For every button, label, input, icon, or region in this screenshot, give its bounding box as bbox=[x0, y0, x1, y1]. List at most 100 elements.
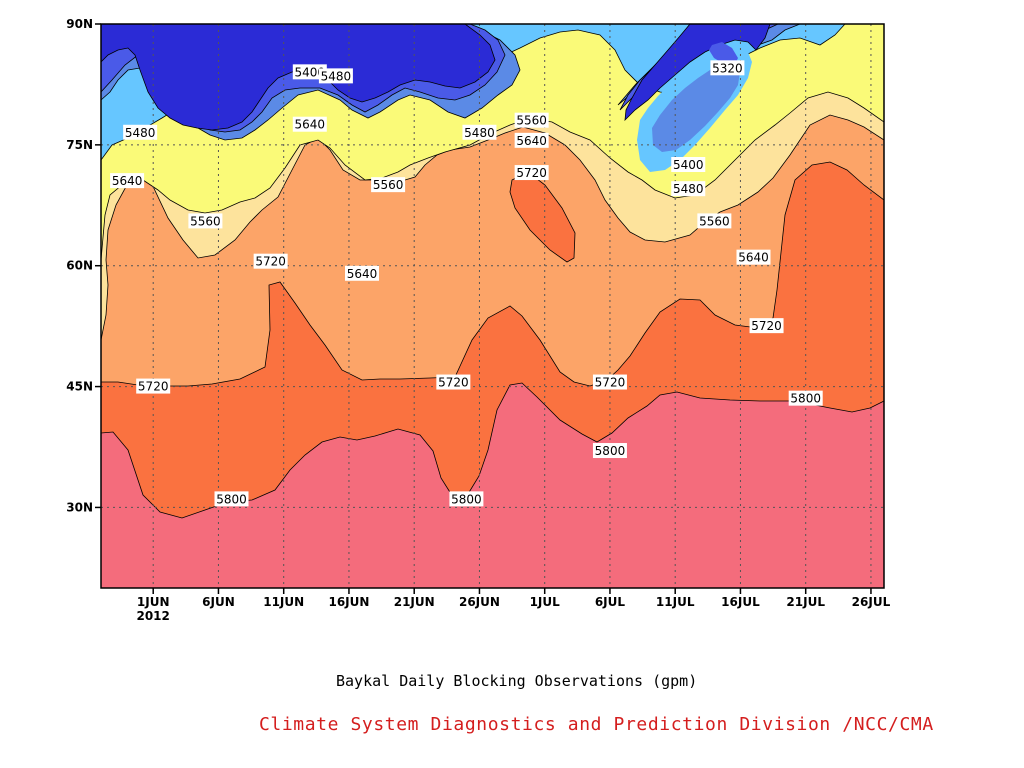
credit-line: Climate System Diagnostics and Predictio… bbox=[259, 714, 934, 735]
contour-label-bg bbox=[749, 318, 784, 334]
contour-label: 5480 bbox=[462, 124, 497, 140]
contour-label-value: 5560 bbox=[373, 178, 404, 192]
contour-label-value: 5640 bbox=[112, 174, 143, 188]
contour-label: 5560 bbox=[188, 213, 223, 229]
contour-label: 5640 bbox=[292, 116, 327, 132]
contour-label: 5720 bbox=[253, 253, 288, 269]
x-tick-label: 6JUL bbox=[595, 595, 626, 609]
contour-label: 5320 bbox=[710, 60, 745, 76]
contour-label: 5800 bbox=[592, 443, 627, 459]
contour-label-value: 5720 bbox=[595, 376, 626, 390]
contour-label-bg bbox=[449, 491, 484, 507]
contour-label-value: 5480 bbox=[321, 69, 352, 83]
x-tick-label: 21JUL bbox=[786, 595, 825, 609]
contour-label-bg bbox=[136, 378, 171, 394]
x-tick-label: 1JUN bbox=[137, 595, 170, 609]
contour-label-value: 5640 bbox=[295, 118, 326, 132]
contour-label: 5800 bbox=[214, 491, 249, 507]
x-tick-label: 11JUN bbox=[263, 595, 304, 609]
y-tick-label: 45N bbox=[66, 380, 93, 394]
contour-label-bg bbox=[514, 165, 549, 181]
contour-label-value: 5560 bbox=[190, 214, 221, 228]
contour-label-bg bbox=[371, 177, 406, 193]
contour-label-bg bbox=[514, 132, 549, 148]
contour-label-value: 5560 bbox=[516, 114, 547, 128]
contour-label: 5720 bbox=[592, 374, 627, 390]
contour-label-value: 5640 bbox=[516, 134, 547, 148]
contour-label: 5720 bbox=[136, 378, 171, 394]
x-tick-label: 11JUL bbox=[656, 595, 695, 609]
x-tick-label: 21JUN bbox=[394, 595, 435, 609]
contour-label-value: 5720 bbox=[516, 166, 547, 180]
contour-label: 5640 bbox=[736, 249, 771, 265]
contour-label-bg bbox=[110, 173, 145, 189]
contour-label: 5800 bbox=[449, 491, 484, 507]
contour-label: 5560 bbox=[697, 213, 732, 229]
contour-label: 5560 bbox=[514, 112, 549, 128]
contour-label-bg bbox=[345, 265, 379, 281]
y-tick-label: 90N bbox=[66, 17, 93, 31]
y-axis: 30N 45N 60N 75N 90N bbox=[66, 17, 101, 514]
contour-label-bg bbox=[697, 213, 732, 229]
x-tick-label: 16JUL bbox=[721, 595, 760, 609]
contour-label: 5400 bbox=[671, 157, 706, 172]
contour-label-bg bbox=[462, 124, 497, 140]
contour-label: 5640 bbox=[345, 265, 379, 281]
contour-label: 5560 bbox=[371, 177, 406, 193]
fill-5320-5400-core bbox=[652, 66, 740, 152]
contour-label-value: 5800 bbox=[451, 492, 482, 506]
x-tick-label: 1JUL bbox=[530, 595, 561, 609]
contour-label: 5720 bbox=[514, 165, 549, 181]
chart-caption: Baykal Daily Blocking Observations (gpm) bbox=[336, 672, 698, 690]
contour-label-value: 5480 bbox=[464, 126, 495, 140]
contour-label-value: 5400 bbox=[295, 65, 326, 79]
x-tick-label: 26JUL bbox=[852, 595, 891, 609]
contour-label-bg bbox=[788, 390, 823, 406]
contour-label-value: 5720 bbox=[255, 255, 286, 269]
contour-label-value: 5560 bbox=[699, 214, 730, 228]
contour-label-value: 5640 bbox=[738, 251, 769, 265]
contour-label: 5480 bbox=[318, 68, 353, 84]
contour-label-value: 5720 bbox=[751, 319, 782, 333]
contour-label-value: 5400 bbox=[673, 158, 704, 172]
contour-label: 5400 bbox=[292, 64, 327, 80]
contour-label-value: 5800 bbox=[216, 492, 247, 506]
contour-label-bg bbox=[736, 249, 771, 265]
contour-label: 5480 bbox=[671, 181, 706, 197]
contour-label-bg bbox=[123, 124, 158, 140]
contour-label-bg bbox=[592, 374, 627, 390]
contour-label-value: 5720 bbox=[138, 380, 169, 394]
x-tick-label: 26JUN bbox=[459, 595, 500, 609]
y-tick-label: 75N bbox=[66, 138, 93, 152]
contour-label-bg bbox=[514, 112, 549, 128]
x-tick-label: 6JUN bbox=[202, 595, 235, 609]
x-tick-year-label: 2012 bbox=[136, 609, 169, 623]
contour-label-bg bbox=[292, 64, 327, 80]
contour-label-bg bbox=[436, 374, 471, 390]
contour-label-bg bbox=[710, 60, 745, 76]
contour-label-bg bbox=[318, 68, 353, 84]
contour-label: 5720 bbox=[436, 374, 471, 390]
contour-label-value: 5480 bbox=[673, 182, 704, 196]
contour-label: 5720 bbox=[749, 318, 784, 334]
contour-label: 5800 bbox=[788, 390, 823, 406]
contour-label-bg bbox=[671, 157, 706, 172]
plot-frame bbox=[100, 23, 885, 589]
contour-label: 5640 bbox=[110, 173, 145, 189]
contour-label: 5480 bbox=[123, 124, 158, 140]
contour-fills bbox=[101, 24, 884, 588]
contour-label-bg bbox=[214, 491, 249, 507]
contour-label-value: 5320 bbox=[712, 61, 743, 75]
contour-label-bg bbox=[253, 253, 288, 269]
fill-lt5320-core bbox=[709, 42, 738, 66]
contour-label-bg bbox=[292, 116, 327, 132]
contour-label-value: 5720 bbox=[438, 376, 469, 390]
contour-label-value: 5800 bbox=[595, 444, 626, 458]
contour-label-value: 5800 bbox=[790, 392, 821, 406]
contour-label-bg bbox=[671, 181, 706, 197]
contour-label-value: 5480 bbox=[125, 126, 156, 140]
y-tick-label: 30N bbox=[66, 500, 93, 514]
x-tick-label: 16JUN bbox=[328, 595, 369, 609]
